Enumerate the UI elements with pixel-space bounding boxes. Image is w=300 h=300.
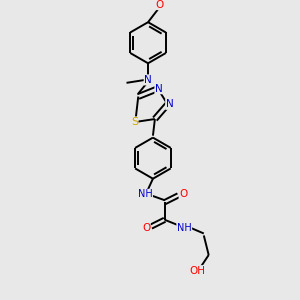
- Text: O: O: [142, 223, 150, 232]
- Text: NH: NH: [138, 189, 152, 200]
- Text: N: N: [166, 99, 173, 110]
- Text: O: O: [179, 189, 188, 200]
- Text: NH: NH: [177, 223, 192, 232]
- Text: N: N: [144, 75, 152, 85]
- Text: S: S: [131, 117, 138, 127]
- Text: N: N: [155, 84, 163, 94]
- Text: OH: OH: [189, 266, 205, 276]
- Text: O: O: [156, 0, 164, 10]
